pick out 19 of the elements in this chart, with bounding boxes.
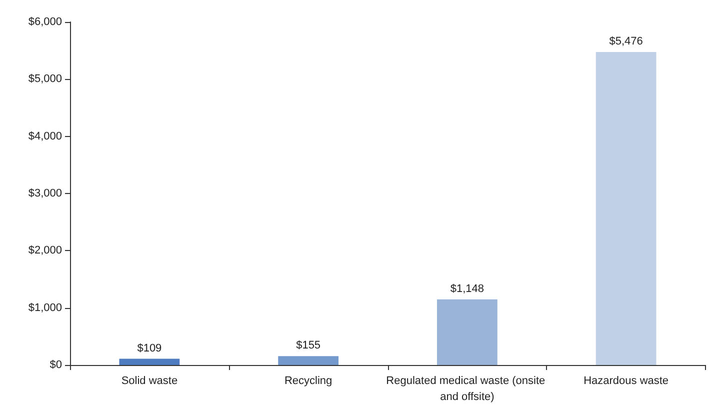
- y-tick-label: $6,000: [28, 16, 62, 28]
- bar: [596, 52, 656, 365]
- y-tick-label: $5,000: [28, 73, 62, 86]
- data-label: $109: [137, 342, 162, 354]
- x-tick-label: Recycling: [284, 375, 332, 387]
- data-label: $1,148: [450, 282, 484, 295]
- bar: [278, 356, 338, 365]
- x-tick-label: Regulated medical waste (onsite and offsite): [386, 375, 548, 403]
- bar: [119, 358, 180, 365]
- y-tick-label: $4,000: [28, 130, 62, 142]
- data-label: $155: [296, 340, 321, 352]
- y-tick-label: $1,000: [28, 302, 62, 314]
- data-label: $5,476: [609, 35, 643, 48]
- y-tick-label: $0: [50, 359, 62, 371]
- bar: [437, 299, 498, 365]
- x-tick-label: Hazardous waste: [584, 375, 669, 387]
- y-tick-label: $3,000: [28, 188, 62, 200]
- y-tick-label: $2,000: [28, 244, 62, 257]
- x-tick-label: Solid waste: [121, 375, 178, 387]
